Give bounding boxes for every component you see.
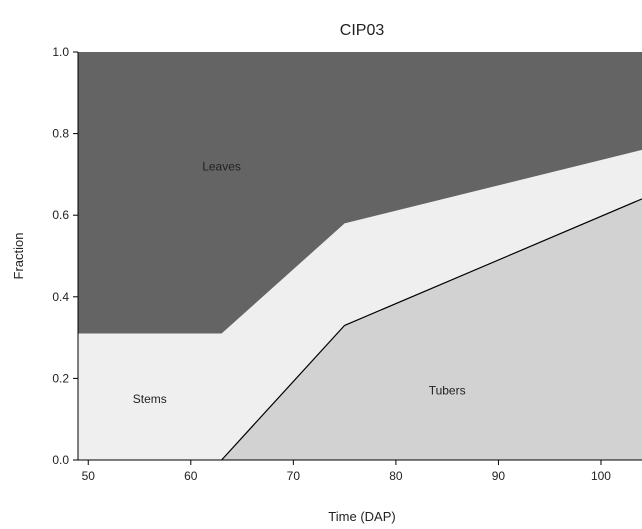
x-axis-label: Time (DAP) [328,509,395,524]
x-tick-label: 60 [184,469,198,483]
chart-title: CIP03 [340,22,385,39]
y-axis-label: Fraction [11,233,26,280]
tuber-boundary-lines [221,198,642,461]
area-stems [78,149,642,460]
y-ticks: 0.0 0.2 0.4 0.6 0.8 1.0 [52,45,78,467]
plot-areas [78,52,642,460]
region-label-stems: Stems [133,392,167,406]
region-label-leaves: Leaves [202,159,241,173]
y-tick-label: 0.8 [52,127,69,141]
x-tick-label: 70 [287,469,301,483]
area-tubers [78,198,642,460]
y-tick-label: 1.0 [52,45,69,59]
region-label-tubers: Tubers [429,384,466,398]
y-tick-label: 0.4 [52,290,69,304]
x-tick-label: 100 [591,469,611,483]
tuber-boundary-segment [344,198,642,326]
y-tick-label: 0.2 [52,371,69,385]
axes [77,52,642,461]
region-labels: Tubers Stems Leaves [133,159,466,406]
y-tick-label: 0.6 [52,208,69,222]
x-tick-label: 90 [492,469,506,483]
y-tick-label: 0.0 [52,453,69,467]
x-ticks: 50 60 70 80 90 100 [82,460,611,483]
area-leaves [78,52,642,334]
x-tick-label: 50 [82,469,96,483]
x-tick-label: 80 [389,469,403,483]
tuber-boundary-segment [221,324,346,461]
